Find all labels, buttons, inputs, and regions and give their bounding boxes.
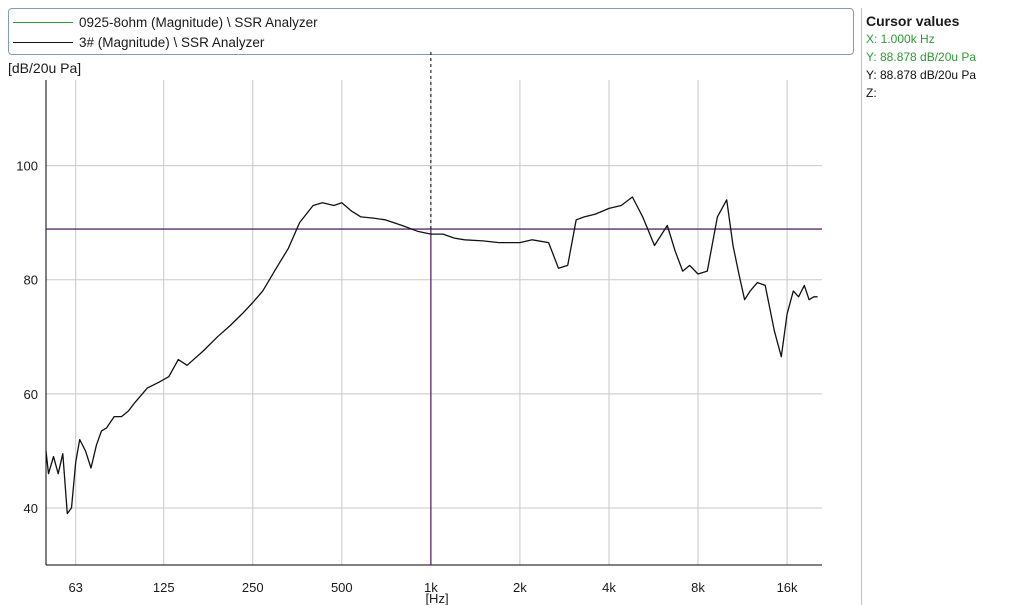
x-axis-label: [Hz]: [425, 591, 448, 605]
y-tick-label: 60: [24, 387, 38, 402]
x-tick-label: 125: [153, 580, 175, 595]
x-tick-label: 250: [242, 580, 264, 595]
x-tick-label: 1k: [424, 580, 438, 595]
y-axis-label: [dB/20u Pa]: [8, 60, 82, 76]
x-tick-label: 4k: [602, 580, 616, 595]
panel-divider: [861, 8, 862, 605]
y-tick-label: 80: [24, 273, 38, 288]
cursor-panel-title: Cursor values: [866, 13, 960, 29]
series-line-1[interactable]: [45, 196, 818, 515]
legend-label: 3# (Magnitude) \ SSR Analyzer: [79, 34, 265, 50]
legend-item-series-2[interactable]: 3# (Magnitude) \ SSR Analyzer: [13, 33, 264, 51]
chart-plot[interactable]: 63 125 250 500 1k 2k 4k 8k 16k 40 60 80 100 [Hz]: [0, 0, 860, 605]
x-tick-label: 500: [331, 580, 353, 595]
legend-swatch-green: [13, 21, 73, 23]
x-tick-label: 16k: [777, 580, 798, 595]
cursor-x-value: X: 1.000k Hz: [866, 32, 935, 46]
cursor-values-panel: Cursor values X: 1.000k Hz Y: 88.878 dB/…: [866, 13, 1016, 102]
y-tick-label: 100: [16, 159, 38, 174]
legend-label: 0925-8ohm (Magnitude) \ SSR Analyzer: [79, 14, 318, 30]
cursor-y-value-series-2: Y: 88.878 dB/20u Pa: [866, 68, 977, 82]
x-tick-label: 2k: [513, 580, 527, 595]
cursor-z-value: Z:: [866, 86, 877, 100]
x-tick-label: 63: [68, 580, 82, 595]
y-tick-label: 40: [24, 501, 38, 516]
legend-item-series-1[interactable]: 0925-8ohm (Magnitude) \ SSR Analyzer: [13, 13, 318, 31]
cursor-y-value-series-1: Y: 88.878 dB/20u Pa: [866, 50, 977, 64]
legend: 0925-8ohm (Magnitude) \ SSR Analyzer 3# …: [8, 8, 854, 55]
legend-swatch-black: [13, 41, 73, 43]
x-tick-label: 8k: [691, 580, 705, 595]
